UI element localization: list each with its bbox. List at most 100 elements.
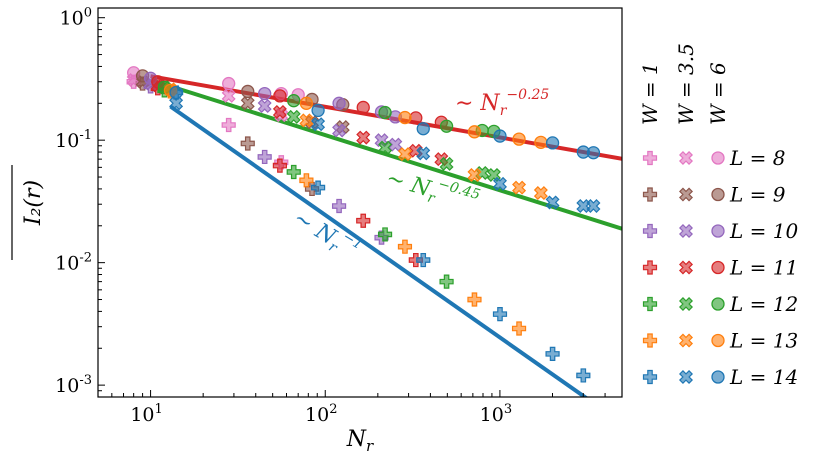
tick-labels: 101 102 103 100 10-1 10-2 10-3 (55, 6, 512, 426)
fit-annotation-0: ∼ Nr−0.25 (455, 87, 549, 119)
point-W6-L8-1 (222, 76, 236, 91)
point-W6-L13-5 (534, 135, 548, 149)
legend-marker-W6-L9 (711, 187, 725, 202)
legend-marker-W3.5-L14 (678, 369, 694, 385)
point-W1-L12-2 (377, 227, 393, 242)
legend: W = 1 W = 3.5 W = 6 L = 8 L = 9 L = 10 L = 11 L… (638, 43, 798, 389)
point-W1-L14-3 (492, 307, 508, 322)
point-W3.5-L13-3 (467, 167, 482, 182)
data-points (126, 66, 601, 383)
point-W1-L13-2 (397, 239, 413, 254)
point-W6-L14-1 (311, 103, 325, 118)
legend-marker-W1-L12 (642, 296, 658, 312)
point-W1-L14-1 (310, 180, 326, 195)
x-tick-label-2: 103 (480, 402, 512, 426)
point-W1-L13-3 (467, 292, 482, 307)
point-W3.5-L14-1 (311, 117, 326, 132)
legend-row-label-5: L = 13 (729, 329, 798, 353)
point-W6-L14-0 (169, 85, 183, 100)
point-W6-L13-4 (512, 132, 526, 146)
point-W1-L10-1 (257, 149, 272, 165)
legend-marker-W3.5-L8 (678, 150, 694, 166)
point-W6-L14-2 (416, 122, 430, 136)
legend-marker-W6-L8 (711, 151, 725, 165)
point-W3.5-L14-3 (492, 176, 507, 191)
legend-marker-W3.5-L11 (678, 260, 694, 275)
legend-marker-W6-L12 (711, 297, 725, 311)
point-W6-L11-2 (356, 100, 370, 115)
legend-marker-W6-L10 (711, 224, 725, 238)
fit-line-1 (149, 78, 622, 231)
point-W6-L12-1 (287, 94, 301, 108)
legend-column-header-0: W = 1 (638, 62, 662, 125)
x-tick-label-0: 101 (130, 402, 162, 426)
point-W3.5-L14-6 (586, 199, 601, 214)
legend-marker-W1-L8 (642, 150, 658, 166)
x-tick-label-1: 102 (305, 402, 337, 426)
point-W3.5-L12-2 (378, 140, 393, 155)
legend-row-label-0: L = 8 (729, 146, 785, 170)
y-tick-label-1: 10-1 (55, 128, 92, 152)
point-W1-L12-3 (439, 274, 454, 289)
y-tick-label-0: 100 (60, 6, 92, 30)
point-W3.5-L8-1 (221, 88, 236, 103)
x-axis-label: Nr (346, 427, 374, 455)
legend-marker-W3.5-L10 (678, 223, 694, 239)
point-W1-L11-2 (356, 213, 371, 228)
legend-marker-W1-L13 (642, 333, 658, 348)
legend-column-header-1: W = 3.5 (674, 43, 698, 125)
point-W3.5-L10-1 (257, 99, 272, 114)
point-W3.5-L10-4 (388, 137, 403, 152)
legend-marker-W6-L11 (711, 260, 725, 275)
legend-marker-W3.5-L9 (678, 187, 694, 202)
legend-marker-W3.5-L12 (678, 296, 694, 312)
point-W3.5-L11-2 (356, 130, 371, 145)
point-W1-L14-2 (416, 252, 431, 268)
legend-marker-W3.5-L13 (678, 333, 694, 348)
legend-row-label-3: L = 11 (729, 256, 798, 280)
point-W6-L14-3 (493, 129, 507, 143)
point-W6-L11-3 (409, 111, 423, 125)
point-W3.5-L12-3 (439, 156, 454, 171)
point-W3.5-L14-5 (576, 199, 591, 214)
point-W3.5-L13-4 (512, 180, 527, 195)
axis-labels: Nr I₂(r) (11, 165, 374, 455)
y-tick-label-2: 10-2 (55, 251, 92, 275)
point-W3.5-L14-4 (545, 195, 560, 210)
fit-lines (149, 74, 622, 397)
legend-marker-W6-L13 (711, 333, 725, 348)
point-W6-L11-1 (273, 89, 287, 103)
point-W1-L8-1 (221, 117, 236, 133)
plot-frame (97, 7, 623, 398)
point-W3.5-L13-1 (299, 113, 314, 128)
point-W6-L9-1 (241, 84, 255, 99)
legend-row-label-4: L = 12 (729, 292, 798, 316)
point-W3.5-L12-1 (286, 109, 301, 124)
point-W1-L10-2 (331, 198, 347, 214)
point-W6-L14-4 (545, 136, 560, 150)
y-axis-label: I₂(r) (21, 180, 46, 226)
point-W3.5-L10-2 (332, 123, 347, 138)
fit-line-2 (169, 104, 589, 397)
legend-column-header-2: W = 6 (706, 62, 730, 125)
point-W6-L14-6 (586, 146, 601, 160)
point-W6-L10-1 (258, 86, 272, 101)
point-W1-L14-4 (545, 346, 560, 361)
point-W6-L10-2 (332, 96, 346, 110)
point-W1-L11-1 (272, 158, 287, 173)
legend-marker-W1-L11 (642, 260, 658, 275)
legend-marker-W6-L14 (711, 370, 725, 384)
point-W1-L13-4 (511, 321, 527, 336)
legend-marker-W1-L10 (642, 223, 658, 239)
fit-annotation-2: ∼ Nr−1 (287, 202, 365, 267)
point-W1-L9-1 (240, 136, 255, 151)
point-W1-L14-5 (576, 368, 591, 383)
legend-marker-W1-L14 (642, 369, 658, 385)
point-W1-L13-1 (299, 173, 314, 188)
point-W3.5-L14-2 (416, 146, 431, 161)
point-W6-L13-3 (467, 125, 482, 139)
legend-row-label-1: L = 9 (729, 183, 786, 207)
legend-row-label-2: L = 10 (729, 219, 798, 243)
point-W6-L13-1 (299, 96, 314, 110)
